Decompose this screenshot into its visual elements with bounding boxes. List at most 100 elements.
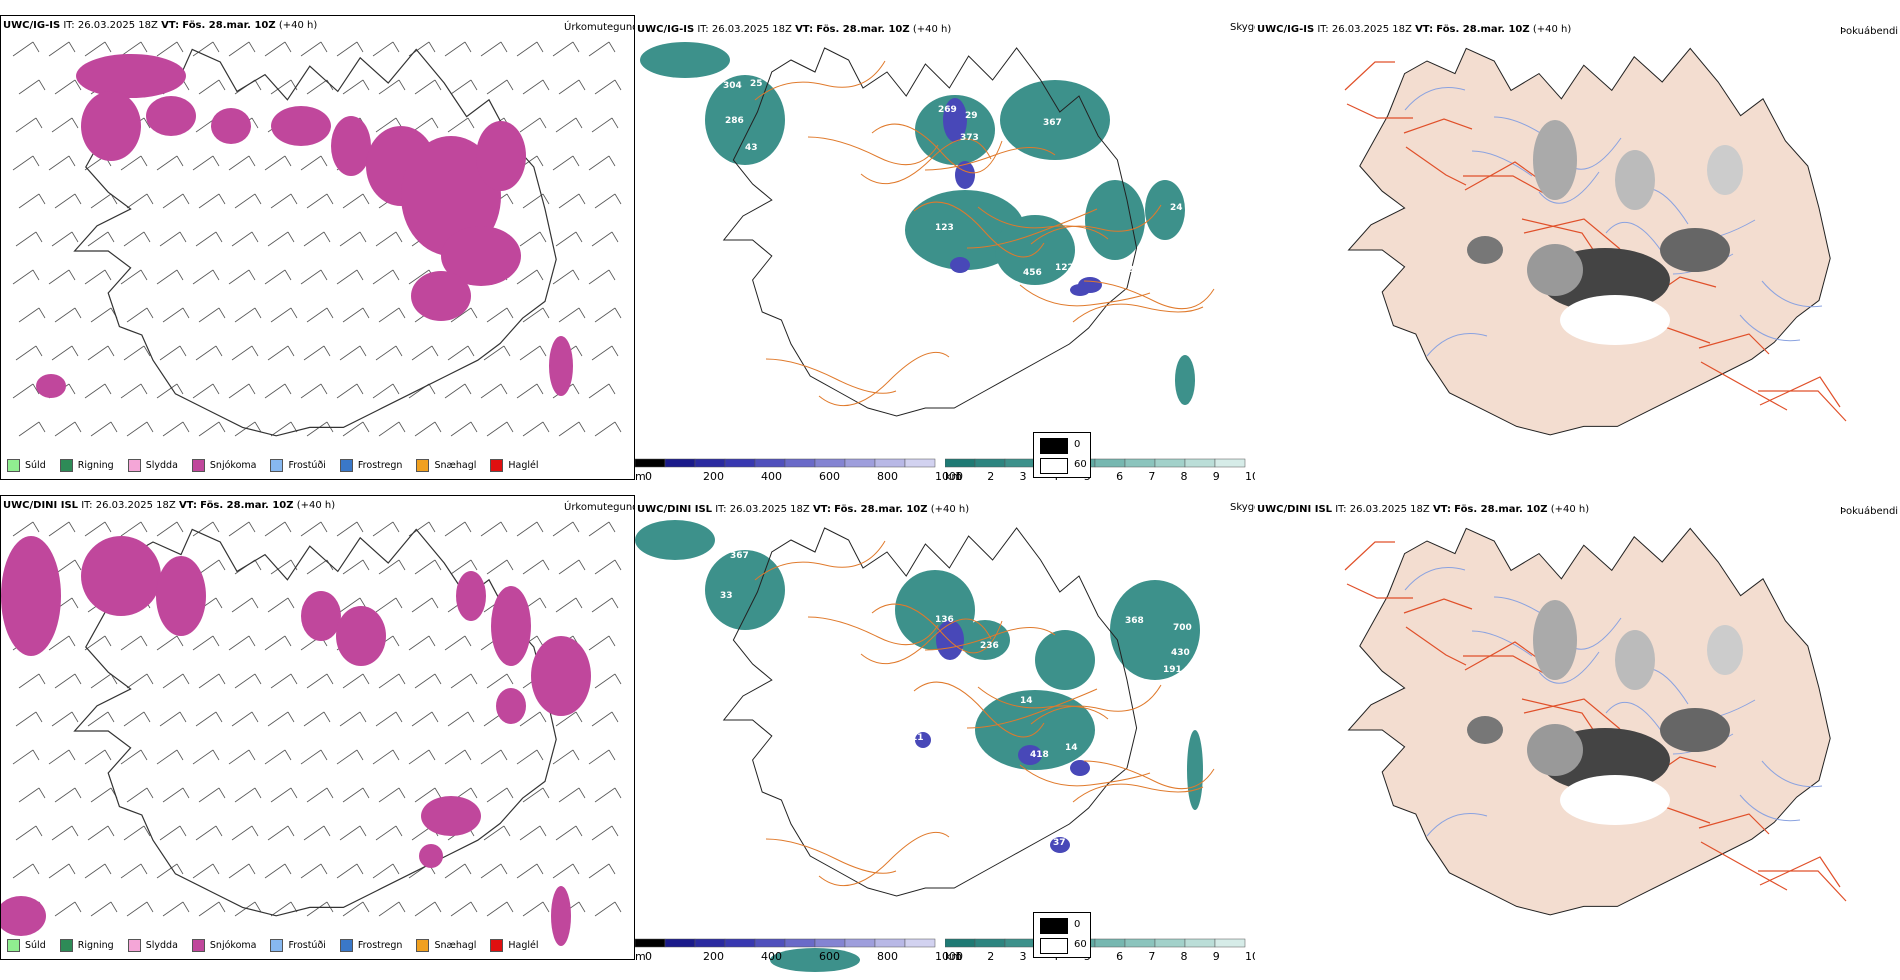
wind-barb xyxy=(408,749,436,765)
fog-index-area xyxy=(1527,244,1583,296)
header-vt-label: VT: xyxy=(1415,24,1434,35)
wind-barb xyxy=(156,41,184,57)
wind-barb xyxy=(516,521,544,537)
wind-barb xyxy=(156,749,184,765)
road-line xyxy=(1405,146,1467,186)
wind-barb xyxy=(588,383,616,399)
river-line xyxy=(1739,794,1801,822)
wind-barb xyxy=(159,711,187,727)
wind-barb xyxy=(156,155,184,171)
road-line xyxy=(765,358,897,394)
snowfall-area xyxy=(81,536,161,616)
legend-swatch xyxy=(416,939,430,952)
header-model: UWC/DINI ISL xyxy=(3,500,79,511)
panel-title: Þokuábendi xyxy=(1840,26,1899,37)
wind-barb xyxy=(306,901,334,917)
legend-swatch xyxy=(59,939,73,952)
header-it-label: IT: xyxy=(63,20,75,31)
snowfall-area xyxy=(271,106,331,146)
wind-barb xyxy=(342,307,370,323)
wind-barb xyxy=(84,635,112,651)
wind-barb xyxy=(594,559,622,575)
legend-label: Snjókoma xyxy=(209,940,257,951)
ceiling-colorbar-swatches xyxy=(635,458,936,468)
wind-barb xyxy=(162,787,190,803)
wind-barb xyxy=(519,231,547,247)
colorbar-segment xyxy=(754,938,786,948)
header-it-value: 26.03.2025 18Z xyxy=(95,500,176,511)
panel-header: UWC/DINI ISL IT: 26.03.2025 18Z VT: Fös.… xyxy=(1257,504,1589,515)
colorbar-segment xyxy=(784,938,816,948)
fog-index-area xyxy=(1467,716,1503,744)
colorbar-segment xyxy=(664,458,696,468)
wind-barb xyxy=(483,345,511,361)
river-line xyxy=(1605,222,1667,259)
snowfall-area xyxy=(401,136,501,256)
colorbar-segment xyxy=(945,458,976,468)
legend-item: Súld xyxy=(7,939,46,952)
low-visibility-area xyxy=(1145,180,1185,240)
fog-index-area xyxy=(1615,150,1655,210)
wind-barb xyxy=(267,231,295,247)
low-ceiling-area xyxy=(1070,760,1090,776)
wind-barb xyxy=(408,635,436,651)
wind-barb xyxy=(336,269,364,285)
road-line xyxy=(1700,361,1788,411)
header-lead: (+40 h) xyxy=(912,24,952,35)
wind-barb xyxy=(234,307,262,323)
low-visibility-area xyxy=(960,620,1010,660)
colorbar-tick: 600 xyxy=(819,470,840,483)
wind-barb xyxy=(12,863,40,879)
wind-barb xyxy=(51,117,79,133)
wind-barb xyxy=(591,597,619,613)
header-vt-value: Fös. 28.mar. 10Z xyxy=(816,24,910,35)
wind-barb xyxy=(375,825,403,841)
colorbar-segment xyxy=(904,458,936,468)
fog-legend-label: 0 xyxy=(1074,439,1081,450)
visibility-value-label: 306 xyxy=(1047,206,1066,216)
wind-barb xyxy=(12,269,40,285)
iceland-coastline xyxy=(722,47,1138,417)
header-lead: (+40 h) xyxy=(1550,504,1590,515)
legend-label: Slydda xyxy=(145,460,178,471)
legend-item: Rigning xyxy=(59,459,114,472)
panel-title: Þokuábendi xyxy=(1840,506,1899,517)
wind-barb xyxy=(411,345,439,361)
river-line xyxy=(1404,87,1466,111)
legend-label: Rigning xyxy=(77,460,114,471)
wind-barb xyxy=(234,421,262,437)
wind-barb xyxy=(192,41,220,57)
road-line xyxy=(871,603,1003,654)
wind-barb xyxy=(15,825,43,841)
wind-barb xyxy=(234,787,262,803)
wind-barb xyxy=(198,421,226,437)
header-it-value: 26.03.2025 18Z xyxy=(1349,504,1430,515)
wind-barb xyxy=(264,521,292,537)
wind-barb xyxy=(339,711,367,727)
fog-index-area xyxy=(1660,708,1730,752)
precip-type-legend: Súld Rigning Slydda Snjókoma Frostúði Frostre… xyxy=(7,459,553,472)
fog-index-area xyxy=(1560,775,1670,825)
wind-barb xyxy=(264,863,292,879)
snowfall-area xyxy=(441,226,521,286)
header-model: UWC/DINI ISL xyxy=(1257,504,1333,515)
wind-barb xyxy=(198,559,226,575)
wind-barb xyxy=(342,193,370,209)
river-line xyxy=(1471,150,1533,177)
colorbar-segment xyxy=(814,938,846,948)
wind-barb xyxy=(228,155,256,171)
panel-header: UWC/DINI ISL IT: 26.03.2025 18Z VT: Fös.… xyxy=(3,500,335,511)
road-line xyxy=(1072,783,1204,803)
wind-barb xyxy=(522,79,550,95)
wind-barb xyxy=(264,749,292,765)
wind-barb xyxy=(552,521,580,537)
wind-barb xyxy=(555,117,583,133)
wind-barb xyxy=(270,79,298,95)
legend-item: Frostúði xyxy=(270,939,326,952)
wind-barb xyxy=(480,749,508,765)
colorbar-tick: 3 xyxy=(1019,470,1027,483)
legend-swatch xyxy=(270,459,284,472)
wind-barb xyxy=(192,521,220,537)
road-line xyxy=(1346,103,1413,119)
wind-barb xyxy=(552,863,580,879)
